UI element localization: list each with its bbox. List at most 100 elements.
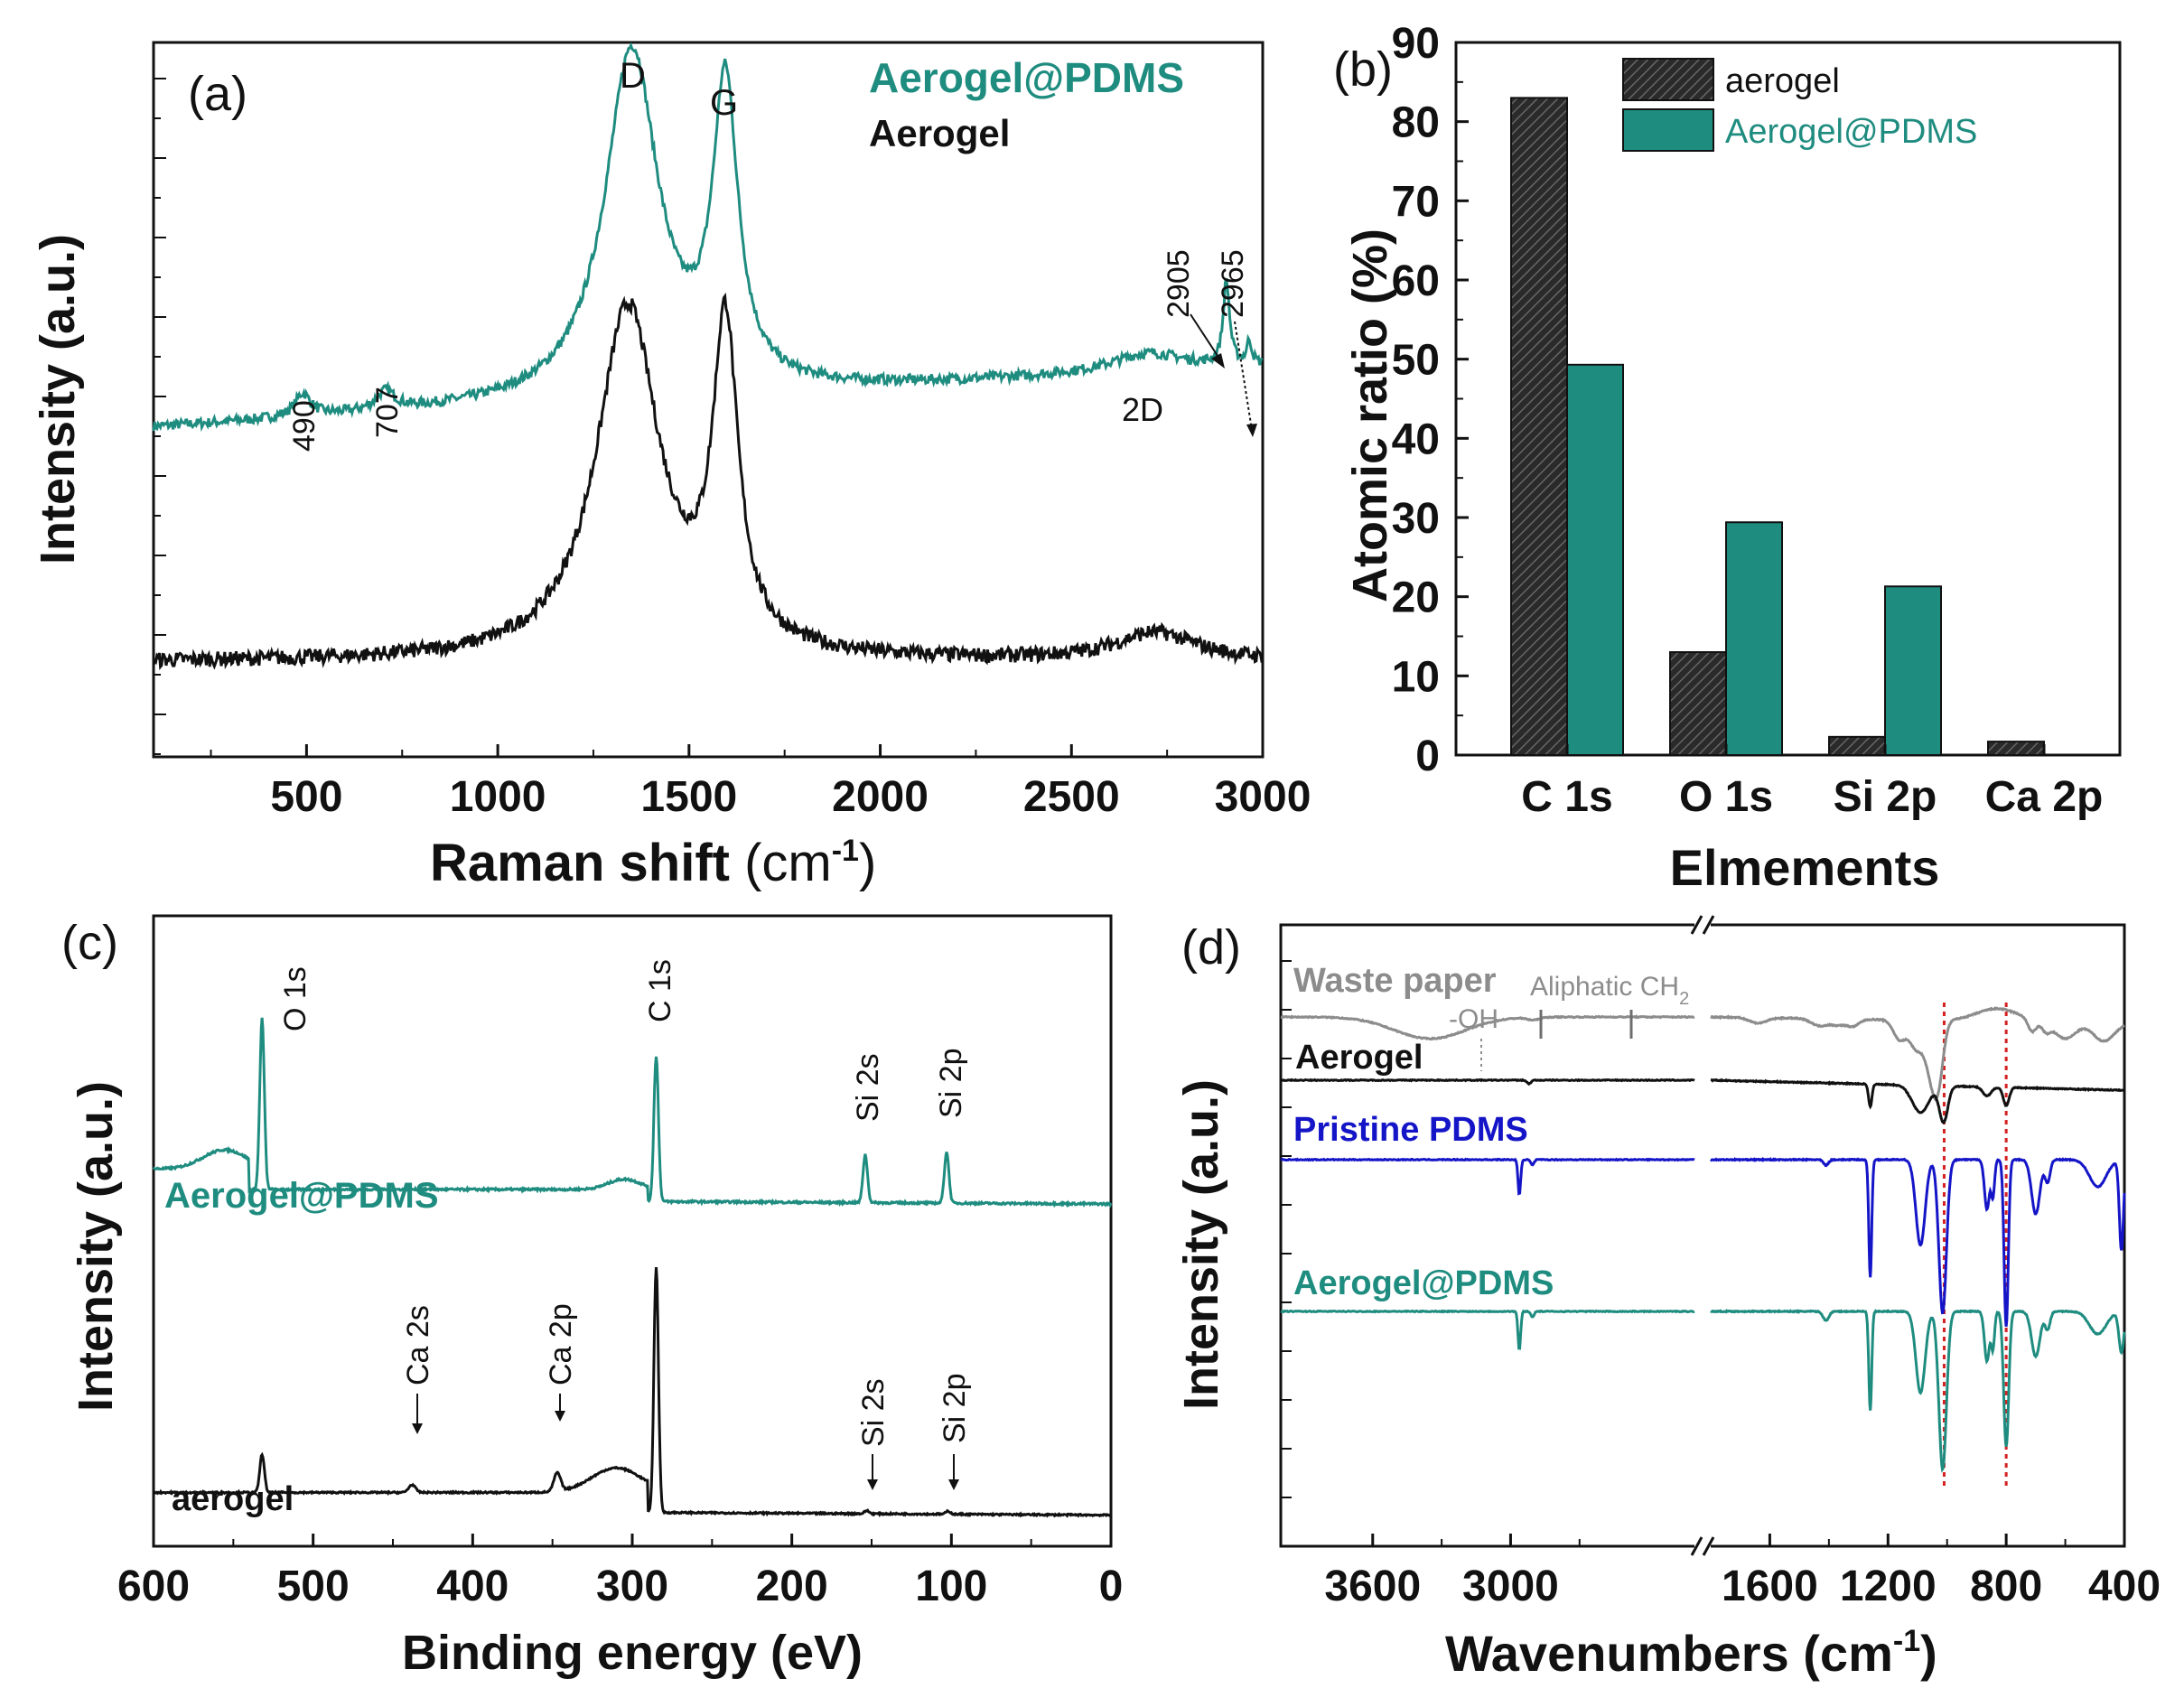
panel-a-legend-aerogel: Aerogel (869, 112, 1010, 154)
panel-b-bar-aerogel-pdms (1566, 363, 1624, 756)
panel-a-xtick-label: 2000 (832, 773, 929, 821)
panel-b-label: (b) (1333, 42, 1393, 97)
panel-b-xlabel: Elmements (1670, 839, 1940, 896)
panel-b-ytick-label: 40 (1392, 415, 1440, 463)
panel-a-left-ticks (154, 78, 166, 755)
panel-b-bars (1510, 97, 2045, 757)
panel-d-annotation-oh: -OH (1449, 1004, 1498, 1034)
panel-c-peak-si2p-top: Si 2p (934, 1049, 968, 1119)
panel-a-peak-g: G (710, 83, 738, 123)
panel-d-xtick-label: 1200 (1840, 1562, 1937, 1610)
panel-c-xlabel: Binding energy (eV) (402, 1626, 863, 1680)
panel-b-legend-swatch-aerogel (1622, 58, 1714, 101)
panel-d-reference-lines (1942, 1003, 2008, 1490)
panel-b-category-label: C 1s (1521, 773, 1612, 821)
panel-a-series-aerogel (152, 292, 1264, 671)
panel-a-x-ticks: 500 1000 1500 2000 2500 3000 (210, 744, 1311, 821)
panel-c-xtick-label: 400 (436, 1562, 509, 1610)
panel-a-peak-2965: 2965 (1216, 249, 1250, 318)
panel-c-peak-si2s-top: Si 2s (851, 1053, 885, 1122)
panel-a-ylabel: Intensity (a.u.) (31, 234, 85, 564)
panel-d-xtick-label: 400 (2088, 1562, 2161, 1610)
panel-b: 0 10 20 30 40 50 60 70 80 90 C 1s O 1s Si 2p Ca 2p a… (1333, 20, 2122, 896)
panel-b-category-label: Si 2p (1834, 773, 1937, 821)
panel-d-legend-aerogel-pdms: Aerogel@PDMS (1293, 1264, 1554, 1302)
panel-b-ytick-label: 90 (1392, 20, 1440, 68)
panel-c-label: (c) (61, 916, 118, 970)
panel-b-bar-aerogel (1510, 97, 1568, 757)
panel-d-axis-break-bottom (1690, 1536, 1715, 1556)
panel-c-arrowhead-ca2p (555, 1411, 565, 1422)
panel-a-label: (a) (188, 67, 247, 121)
panel-d-axis-break-top (1690, 915, 1715, 935)
panel-d-xlabel: Wavenumbers (cm-1) (1445, 1624, 1937, 1682)
panel-d-legend-aerogel: Aerogel (1295, 1039, 1423, 1077)
panel-b-bar-aerogel (1987, 741, 2045, 757)
panel-a-arrow-2965 (1234, 321, 1253, 431)
panel-b-legend-aerogel: aerogel (1725, 62, 1840, 100)
panel-c-ylabel: Intensity (a.u.) (69, 1081, 123, 1412)
panel-c-xtick-label: 200 (756, 1562, 828, 1610)
panel-b-bar-aerogel-pdms (1725, 521, 1783, 756)
panel-d-frame (1279, 923, 2126, 1548)
panel-b-ylabel: Atomic ratio (%) (1343, 229, 1397, 602)
panel-a-xtick-label: 1000 (450, 773, 546, 821)
panel-c-peak-ca2s: Ca 2s (401, 1305, 435, 1385)
panel-a-xtick-label: 3000 (1215, 773, 1311, 821)
panel-b-ytick-label: 80 (1392, 99, 1440, 147)
panel-d-xtick-label: 1600 (1722, 1562, 1818, 1610)
panel-c-series-aerogel-pdms (152, 1017, 1113, 1208)
panel-d-x-ticks: 3600 3000 1600 1200 800 400 (1324, 1534, 2161, 1610)
panel-d-legend-waste-paper: Waste paper (1293, 962, 1497, 1000)
panel-c-x-ticks: 600 500 400 300 200 100 0 (117, 1534, 1123, 1610)
panel-d-series-aerogel-pdms (1280, 1309, 2126, 1473)
panel-d-y-ticks (1281, 960, 1292, 1498)
panel-c-peak-si2p-bot: Si 2p (938, 1374, 972, 1444)
panel-b-ytick-label: 50 (1392, 337, 1440, 385)
panel-a-arrowhead-2965 (1246, 424, 1257, 437)
panel-a-xtick-label: 2500 (1023, 773, 1120, 821)
panel-b-ytick-label: 30 (1392, 495, 1440, 543)
panel-d-series-aerogel (1280, 1077, 2125, 1124)
panel-b-y-ticks: 0 10 20 30 40 50 60 70 80 90 (1392, 20, 1469, 780)
panel-c-xtick-label: 600 (117, 1562, 190, 1610)
panel-a-xtick-label: 500 (270, 773, 342, 821)
panel-d: 3600 3000 1600 1200 800 400 (d) Waste paper -… (1174, 915, 2161, 1682)
panel-b-bar-aerogel (1828, 735, 1886, 757)
panel-d-ylabel: Intensity (a.u.) (1174, 1079, 1228, 1410)
panel-a-peak-490: 490 (287, 400, 322, 452)
panel-c-peak-ca2p: Ca 2p (544, 1303, 578, 1385)
panel-b-ytick-label: 60 (1392, 257, 1440, 305)
panel-a-peak-707: 707 (370, 387, 405, 438)
panel-d-xtick-label: 3000 (1462, 1562, 1559, 1610)
panel-d-legend-pristine-pdms: Pristine PDMS (1293, 1111, 1528, 1149)
panel-c-series-aerogel (153, 1267, 1112, 1518)
panel-c-legend-aerogel: aerogel (172, 1480, 294, 1518)
panel-c-arrowhead-si2s (867, 1479, 878, 1490)
panel-b-ytick-label: 20 (1392, 574, 1440, 622)
panel-c: 600 500 400 300 200 100 0 (c) O 1s C 1s Si 2s … (61, 914, 1123, 1680)
panel-d-series-pristine-pdms (1280, 1156, 2126, 1327)
panel-b-x-labels: C 1s O 1s Si 2p Ca 2p (1521, 744, 2103, 821)
panel-a-arrowhead-2905 (1211, 353, 1225, 368)
panel-c-peak-o1s: O 1s (278, 966, 313, 1031)
panel-c-xtick-label: 300 (596, 1562, 668, 1610)
panel-a-frame (152, 41, 1265, 759)
panel-d-label: (d) (1181, 920, 1241, 975)
panel-b-ytick-label: 10 (1392, 653, 1440, 701)
panel-a-xtick-label: 1500 (640, 773, 737, 821)
panel-b-category-label: Ca 2p (1985, 773, 2104, 821)
panel-c-xtick-label: 500 (277, 1562, 350, 1610)
panel-c-peak-c1s: C 1s (643, 959, 677, 1022)
panel-c-arrowhead-ca2s (412, 1423, 423, 1434)
panel-c-xtick-label: 100 (915, 1562, 987, 1610)
panel-a: 500 1000 1500 2000 2500 3000 (a) Aerogel@PDMS… (31, 41, 1311, 892)
panel-b-bar-aerogel (1669, 651, 1727, 756)
panel-b-category-label: O 1s (1679, 773, 1773, 821)
panel-a-xlabel: Raman shift (cm-1) (430, 834, 876, 892)
panel-c-peak-si2s-bot: Si 2s (856, 1378, 891, 1447)
panel-b-legend-swatch-pdms (1622, 108, 1714, 152)
panel-b-ytick-label: 0 (1415, 732, 1440, 780)
panel-d-xtick-label: 3600 (1324, 1562, 1421, 1610)
